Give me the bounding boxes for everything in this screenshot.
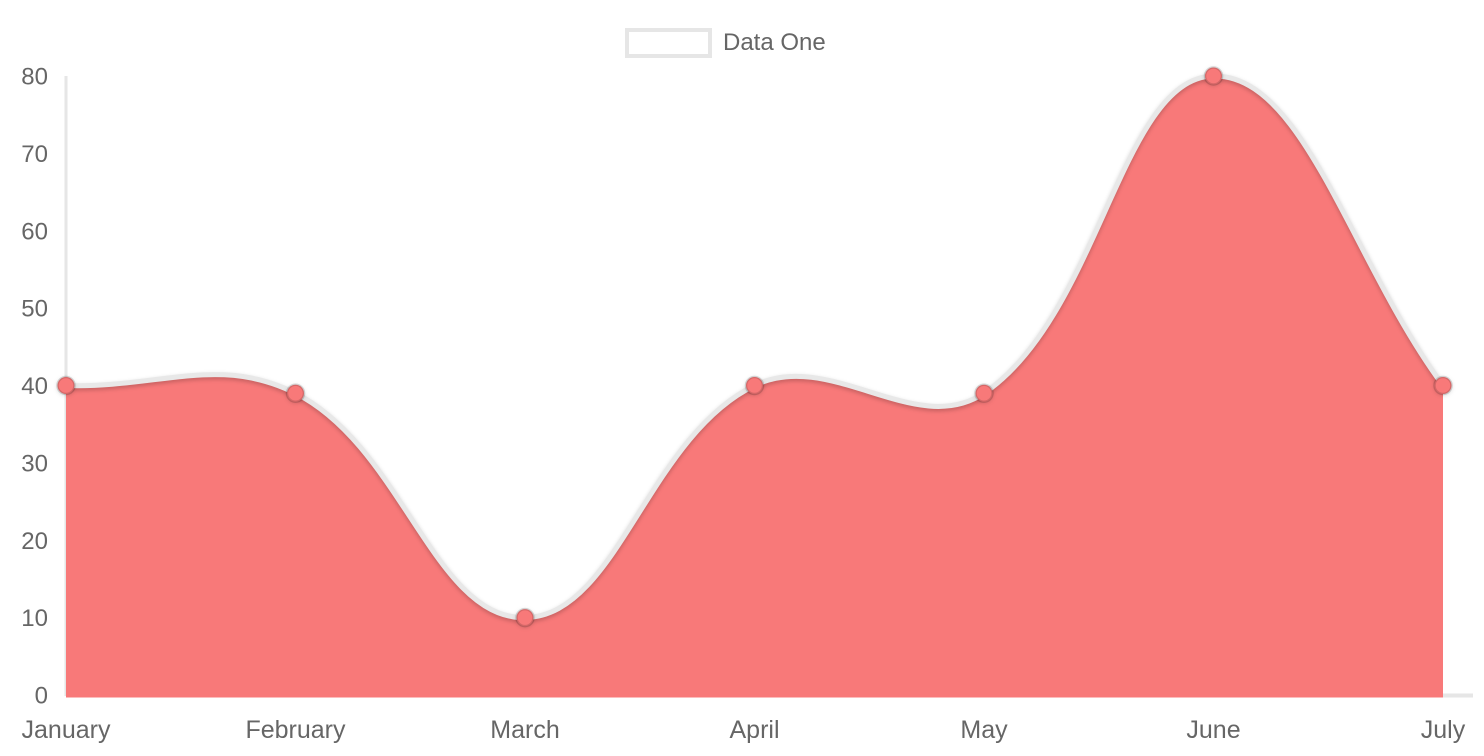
- data-point-april[interactable]: [744, 375, 765, 396]
- data-point-january[interactable]: [56, 375, 76, 396]
- y-tick-label: 50: [21, 296, 48, 323]
- y-tick-label: 60: [21, 218, 48, 245]
- x-tick-label: April: [729, 716, 779, 744]
- y-tick-label: 20: [21, 528, 48, 555]
- x-tick-label: March: [490, 716, 559, 744]
- data-point-may[interactable]: [974, 383, 994, 403]
- y-tick-label: 30: [21, 450, 48, 477]
- x-tick-label: January: [22, 716, 111, 744]
- y-tick-label: 40: [21, 373, 48, 400]
- data-point-march[interactable]: [515, 607, 535, 628]
- legend-label: Data One: [723, 29, 826, 56]
- y-tick-label: 80: [21, 64, 48, 91]
- legend-item-data-one[interactable]: Data One: [625, 28, 826, 58]
- legend-color-box: [625, 28, 712, 58]
- data-point-july[interactable]: [1433, 375, 1453, 396]
- data-point-june[interactable]: [1203, 66, 1224, 86]
- y-tick-label: 10: [21, 605, 48, 632]
- x-tick-label: February: [245, 716, 346, 744]
- x-tick-label: June: [1186, 716, 1240, 744]
- y-tick-label: 0: [35, 683, 48, 710]
- x-tick-label: July: [1421, 716, 1466, 744]
- x-tick-label: May: [960, 716, 1008, 744]
- y-tick-label: 70: [21, 141, 48, 168]
- data-point-february[interactable]: [285, 383, 306, 403]
